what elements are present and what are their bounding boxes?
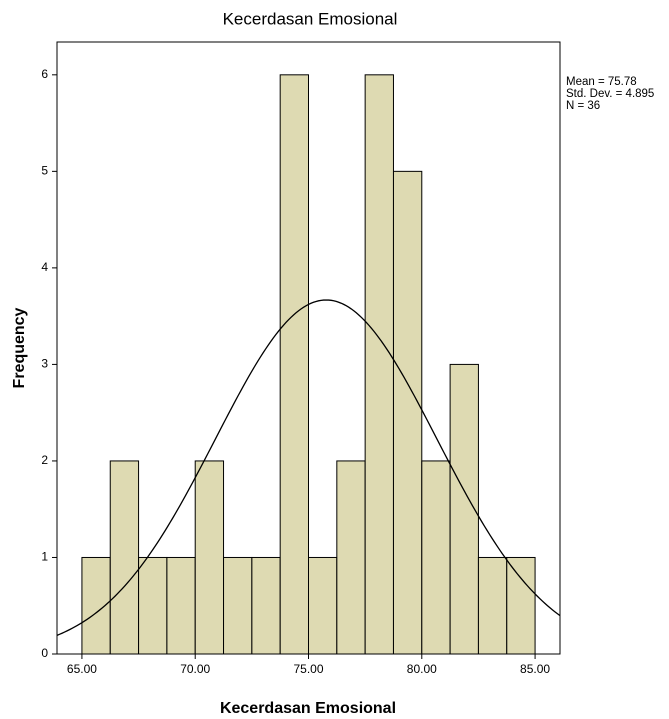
stat-label: N = 36 <box>566 100 600 112</box>
bar <box>82 557 110 654</box>
x-tick-label: 75.00 <box>293 662 323 676</box>
x-axis-label: Kecerdasan Emosional <box>220 700 396 717</box>
bar <box>252 557 280 654</box>
bar <box>110 461 138 654</box>
bar <box>195 461 223 654</box>
y-tick-label: 2 <box>41 453 48 467</box>
bar <box>167 557 195 654</box>
y-axis-label: Frequency <box>11 307 28 388</box>
bar <box>393 171 421 654</box>
y-tick-label: 4 <box>41 260 48 274</box>
y-tick-label: 5 <box>41 164 48 178</box>
y-tick-label: 3 <box>41 357 48 371</box>
chart: Kecerdasan Emosional Kecerdasan Emosiona… <box>0 0 669 719</box>
chart-title: Kecerdasan Emosional <box>223 9 398 28</box>
bar <box>478 557 506 654</box>
stat-label: Std. Dev. = 4.895 <box>566 88 654 100</box>
y-tick-label: 0 <box>41 646 48 660</box>
x-tick-label: 80.00 <box>407 662 437 676</box>
bar <box>422 461 450 654</box>
y-tick-label: 1 <box>41 550 48 564</box>
bar <box>507 557 535 654</box>
bar <box>337 461 365 654</box>
x-tick-label: 70.00 <box>180 662 210 676</box>
bar <box>224 557 252 654</box>
bar <box>309 557 337 654</box>
bar <box>139 557 167 654</box>
y-tick-label: 6 <box>41 67 48 81</box>
stat-label: Mean = 75.78 <box>566 76 637 88</box>
bar <box>280 75 308 654</box>
bar <box>365 75 393 654</box>
page: Kecerdasan Emosional Kecerdasan Emosiona… <box>0 0 669 719</box>
x-tick-label: 65.00 <box>67 662 97 676</box>
x-tick-label: 85.00 <box>520 662 550 676</box>
